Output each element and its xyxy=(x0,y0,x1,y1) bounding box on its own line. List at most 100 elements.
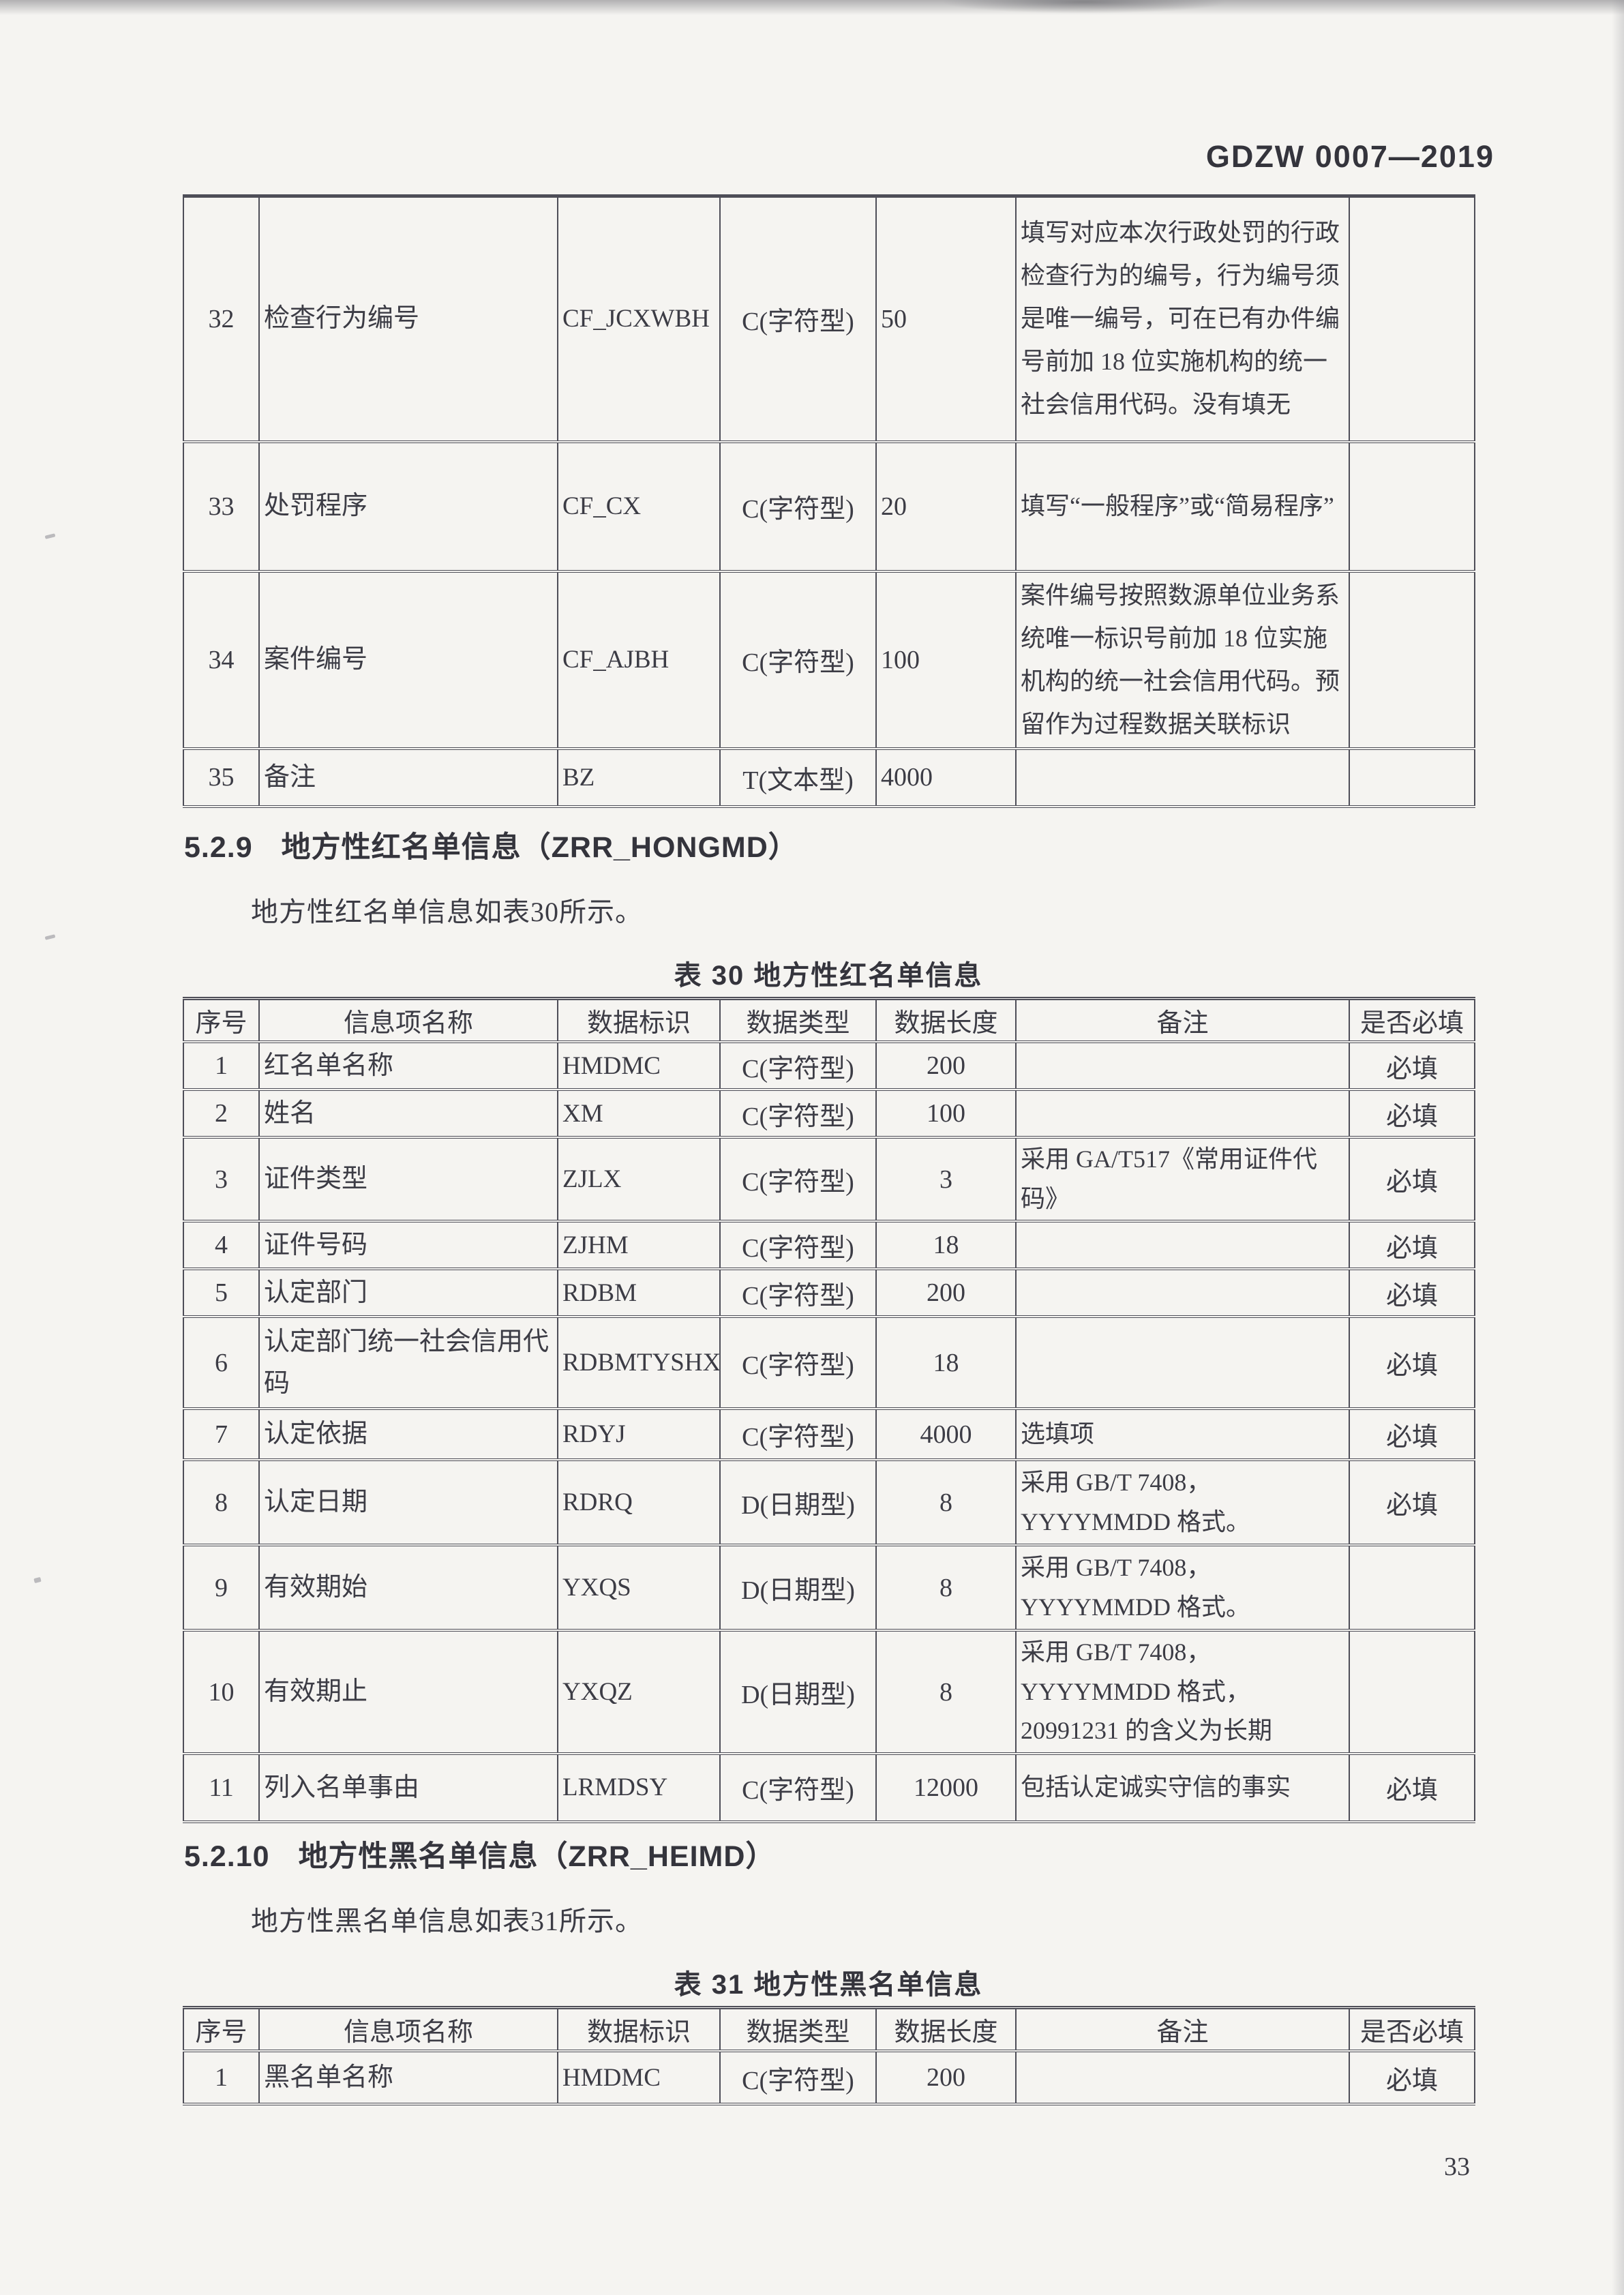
cell-required: 必填 xyxy=(1349,1040,1475,1090)
cell-required: 必填 xyxy=(1349,1407,1475,1460)
cell-seq: 34 xyxy=(183,569,260,749)
cell-data-type: C(字符型) xyxy=(719,1315,877,1409)
section-heading-black-list: 5.2.10 地方性黑名单信息（ZRR_HEIMD） xyxy=(184,1833,775,1875)
section-number: 5.2.10 xyxy=(184,1840,270,1873)
cell-required: 必填 xyxy=(1349,1315,1475,1409)
cell-data-id: RDBMTYSHXYDM xyxy=(557,1315,721,1409)
intro-paragraph-black-list: 地方性黑名单信息如表31所示。 xyxy=(251,1906,643,1936)
cell-item-name: 备注 xyxy=(258,747,558,807)
cell-item-name: 认定日期 xyxy=(258,1458,558,1546)
cell-remark: 采用 GA/T517《常用证件代码》 xyxy=(1015,1135,1350,1222)
cell-data-type: C(字符型) xyxy=(719,2050,877,2104)
cell-required xyxy=(1349,569,1475,749)
cell-data-id: LRMDSY xyxy=(557,1752,721,1822)
cell-required xyxy=(1349,747,1475,807)
table-row: 1 红名单名称 HMDMC C(字符型) 200 必填 xyxy=(183,1040,1475,1090)
table-row: 4 证件号码 ZJHM C(字符型) 18 必填 xyxy=(183,1220,1475,1270)
cell-required xyxy=(1349,1629,1475,1754)
cell-data-length: 3 xyxy=(875,1135,1017,1222)
cell-required: 必填 xyxy=(1349,1088,1475,1137)
table-row: 9 有效期始 YXQS D(日期型) 8 采用 GB/T 7408，YYYYMM… xyxy=(183,1544,1475,1631)
table-row: 2 姓名 XM C(字符型) 100 必填 xyxy=(183,1088,1475,1137)
cell-required: 必填 xyxy=(1349,1458,1475,1546)
header-data-length: 数据长度 xyxy=(875,997,1017,1042)
cell-required: 必填 xyxy=(1349,1220,1475,1270)
cell-data-id: YXQS xyxy=(557,1544,721,1631)
scan-artifact xyxy=(44,533,56,539)
cell-required xyxy=(1349,440,1475,571)
cell-data-length: 4000 xyxy=(875,1407,1017,1460)
cell-remark: 案件编号按照数源单位业务系统唯一标识号前加 18 位实施机构的统一社会信用代码。… xyxy=(1015,569,1350,749)
cell-data-id: CF_AJBH xyxy=(557,569,721,749)
cell-item-name: 证件号码 xyxy=(258,1220,558,1270)
cell-data-id: HMDMC xyxy=(557,1040,721,1090)
table-row: 32 检查行为编号 CF_JCXWBH C(字符型) 50 填写对应本次行政处罚… xyxy=(183,194,1475,442)
cell-remark: 填写对应本次行政处罚的行政检查行为的编号，行为编号须是唯一编号，可在已有办件编号… xyxy=(1015,194,1350,442)
table-row: 7 认定依据 RDYJ C(字符型) 4000 选填项 必填 xyxy=(183,1407,1475,1460)
punishment-table-continued: 32 检查行为编号 CF_JCXWBH C(字符型) 50 填写对应本次行政处罚… xyxy=(183,194,1475,808)
cell-data-type: C(字符型) xyxy=(719,1752,877,1822)
scan-artifact xyxy=(0,0,1624,15)
cell-remark xyxy=(1015,1088,1350,1137)
cell-required xyxy=(1349,194,1475,442)
cell-data-length: 200 xyxy=(875,2050,1017,2104)
cell-remark: 包括认定诚实守信的事实 xyxy=(1015,1752,1350,1822)
cell-data-id: CF_CX xyxy=(557,440,721,571)
cell-remark xyxy=(1015,1220,1350,1270)
cell-data-id: ZJLX xyxy=(557,1135,721,1222)
cell-data-type: C(字符型) xyxy=(719,1220,877,1270)
cell-required: 必填 xyxy=(1349,1268,1475,1317)
cell-data-length: 4000 xyxy=(875,747,1017,807)
header-item-name: 信息项名称 xyxy=(258,2006,558,2051)
table-header-row: 序号 信息项名称 数据标识 数据类型 数据长度 备注 是否必填 xyxy=(183,997,1475,1042)
cell-data-length: 100 xyxy=(875,1088,1017,1137)
cell-seq: 1 xyxy=(183,2050,260,2104)
cell-item-name: 认定部门统一社会信用代码 xyxy=(258,1315,558,1409)
cell-data-type: D(日期型) xyxy=(719,1458,877,1546)
cell-item-name: 处罚程序 xyxy=(258,440,558,571)
table-row: 10 有效期止 YXQZ D(日期型) 8 采用 GB/T 7408，YYYYM… xyxy=(183,1629,1475,1754)
section-heading-red-list: 5.2.9 地方性红名单信息（ZRR_HONGMD） xyxy=(184,824,798,866)
cell-item-name: 认定部门 xyxy=(258,1268,558,1317)
cell-data-type: C(字符型) xyxy=(719,1040,877,1090)
cell-seq: 3 xyxy=(183,1135,260,1222)
section-number: 5.2.9 xyxy=(184,831,253,864)
cell-data-type: D(日期型) xyxy=(719,1544,877,1631)
header-remark: 备注 xyxy=(1015,2006,1350,2051)
scan-artifact xyxy=(1612,0,1624,2295)
cell-remark: 选填项 xyxy=(1015,1407,1350,1460)
cell-data-id: YXQZ xyxy=(557,1629,721,1754)
cell-data-length: 8 xyxy=(875,1629,1017,1754)
cell-item-name: 证件类型 xyxy=(258,1135,558,1222)
cell-item-name: 红名单名称 xyxy=(258,1040,558,1090)
cell-item-name: 认定依据 xyxy=(258,1407,558,1460)
cell-seq: 7 xyxy=(183,1407,260,1460)
cell-data-length: 100 xyxy=(875,569,1017,749)
cell-seq: 8 xyxy=(183,1458,260,1546)
cell-seq: 9 xyxy=(183,1544,260,1631)
cell-item-name: 姓名 xyxy=(258,1088,558,1137)
cell-required: 必填 xyxy=(1349,2050,1475,2104)
cell-remark xyxy=(1015,1268,1350,1317)
cell-remark: 采用 GB/T 7408，YYYYMMDD 格式。 xyxy=(1015,1544,1350,1631)
table-row: 34 案件编号 CF_AJBH C(字符型) 100 案件编号按照数源单位业务系… xyxy=(183,569,1475,749)
cell-seq: 33 xyxy=(183,440,260,571)
header-seq: 序号 xyxy=(183,997,260,1042)
header-data-type: 数据类型 xyxy=(719,2006,877,2051)
cell-data-length: 8 xyxy=(875,1544,1017,1631)
table-31-caption: 表 31 地方性黑名单信息 xyxy=(674,1970,983,2000)
cell-item-name: 有效期止 xyxy=(258,1629,558,1754)
cell-data-type: C(字符型) xyxy=(719,440,877,571)
cell-data-length: 200 xyxy=(875,1268,1017,1317)
table-row: 6 认定部门统一社会信用代码 RDBMTYSHXYDM C(字符型) 18 必填 xyxy=(183,1315,1475,1409)
header-item-name: 信息项名称 xyxy=(258,997,558,1042)
cell-item-name: 案件编号 xyxy=(258,569,558,749)
cell-data-type: T(文本型) xyxy=(719,747,877,807)
cell-seq: 4 xyxy=(183,1220,260,1270)
table-row: 8 认定日期 RDRQ D(日期型) 8 采用 GB/T 7408，YYYYMM… xyxy=(183,1458,1475,1546)
cell-data-length: 200 xyxy=(875,1040,1017,1090)
cell-item-name: 列入名单事由 xyxy=(258,1752,558,1822)
cell-data-id: ZJHM xyxy=(557,1220,721,1270)
table-row: 3 证件类型 ZJLX C(字符型) 3 采用 GA/T517《常用证件代码》 … xyxy=(183,1135,1475,1222)
